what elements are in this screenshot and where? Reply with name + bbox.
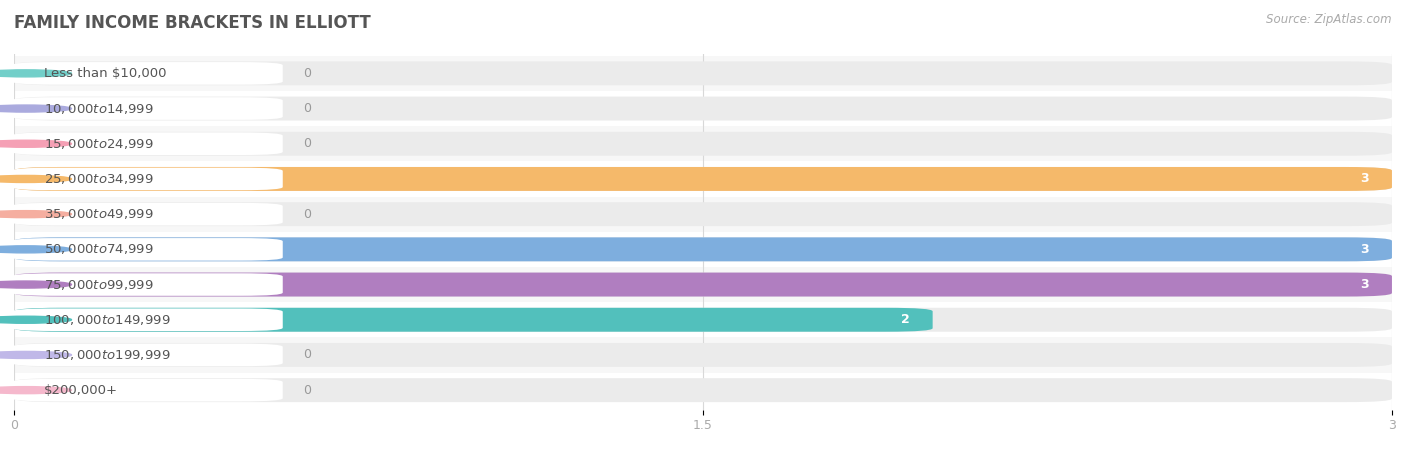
Bar (14, 91, 1392, 126)
Bar (14, 232, 1392, 267)
FancyBboxPatch shape (14, 308, 932, 332)
FancyBboxPatch shape (11, 309, 283, 331)
FancyBboxPatch shape (14, 238, 1392, 261)
FancyBboxPatch shape (11, 344, 283, 366)
FancyBboxPatch shape (11, 273, 283, 296)
Text: 2: 2 (901, 313, 910, 326)
Bar (14, 162, 1392, 197)
FancyBboxPatch shape (11, 203, 283, 225)
FancyBboxPatch shape (14, 132, 1392, 156)
FancyBboxPatch shape (14, 61, 1392, 86)
Circle shape (0, 246, 72, 253)
Bar (14, 267, 1392, 302)
FancyBboxPatch shape (14, 273, 1392, 297)
Circle shape (0, 281, 72, 288)
Bar (14, 302, 1392, 338)
FancyBboxPatch shape (11, 132, 283, 155)
Text: $25,000 to $34,999: $25,000 to $34,999 (44, 172, 153, 186)
Bar (14, 126, 1392, 162)
Bar (14, 56, 1392, 91)
Text: $15,000 to $24,999: $15,000 to $24,999 (44, 137, 153, 151)
Circle shape (0, 211, 72, 218)
Circle shape (0, 351, 72, 359)
FancyBboxPatch shape (11, 62, 283, 85)
Circle shape (0, 105, 72, 112)
Text: $75,000 to $99,999: $75,000 to $99,999 (44, 278, 153, 292)
Text: 3: 3 (1361, 172, 1369, 185)
FancyBboxPatch shape (14, 167, 1392, 191)
Text: 0: 0 (304, 67, 311, 80)
Text: 0: 0 (304, 384, 311, 396)
Text: 3: 3 (1361, 278, 1369, 291)
Text: $10,000 to $14,999: $10,000 to $14,999 (44, 102, 153, 116)
Bar (14, 373, 1392, 408)
Text: $35,000 to $49,999: $35,000 to $49,999 (44, 207, 153, 221)
Circle shape (0, 176, 72, 182)
Text: $150,000 to $199,999: $150,000 to $199,999 (44, 348, 170, 362)
Circle shape (0, 70, 72, 77)
Circle shape (0, 140, 72, 147)
FancyBboxPatch shape (14, 167, 1392, 191)
FancyBboxPatch shape (14, 273, 1392, 297)
Text: $100,000 to $149,999: $100,000 to $149,999 (44, 313, 170, 327)
Bar (14, 197, 1392, 232)
FancyBboxPatch shape (14, 343, 1392, 367)
Bar (14, 338, 1392, 373)
FancyBboxPatch shape (14, 308, 1392, 332)
FancyBboxPatch shape (14, 97, 1392, 121)
FancyBboxPatch shape (14, 378, 1392, 402)
Text: Less than $10,000: Less than $10,000 (44, 67, 166, 80)
Text: $50,000 to $74,999: $50,000 to $74,999 (44, 243, 153, 256)
FancyBboxPatch shape (11, 97, 283, 120)
Text: Source: ZipAtlas.com: Source: ZipAtlas.com (1267, 14, 1392, 27)
Circle shape (0, 387, 72, 394)
Text: $200,000+: $200,000+ (44, 384, 118, 396)
FancyBboxPatch shape (14, 238, 1392, 261)
Text: 0: 0 (304, 102, 311, 115)
Text: 3: 3 (1361, 243, 1369, 256)
FancyBboxPatch shape (11, 379, 283, 401)
FancyBboxPatch shape (14, 202, 1392, 226)
FancyBboxPatch shape (11, 168, 283, 190)
Text: FAMILY INCOME BRACKETS IN ELLIOTT: FAMILY INCOME BRACKETS IN ELLIOTT (14, 14, 371, 32)
Text: 0: 0 (304, 137, 311, 150)
Text: 0: 0 (304, 348, 311, 361)
FancyBboxPatch shape (11, 238, 283, 261)
Circle shape (0, 316, 72, 323)
Text: 0: 0 (304, 207, 311, 220)
